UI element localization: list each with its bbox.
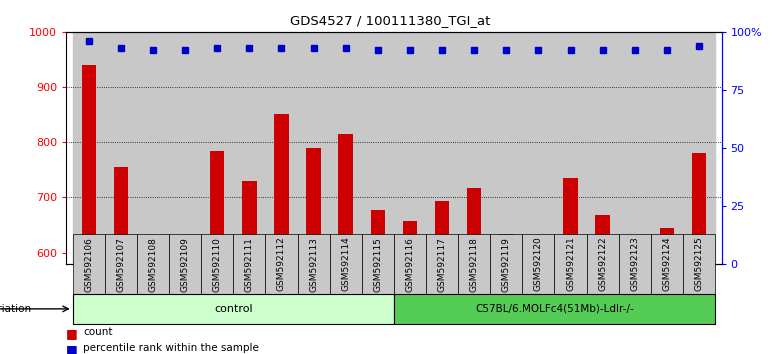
- Bar: [651, 32, 683, 264]
- Text: GSM592106: GSM592106: [84, 236, 94, 292]
- Bar: [555, 234, 587, 294]
- Bar: [435, 201, 449, 264]
- Bar: [402, 221, 417, 264]
- Text: GSM592112: GSM592112: [277, 236, 286, 291]
- Bar: [330, 234, 362, 294]
- Bar: [587, 32, 619, 264]
- Bar: [619, 32, 651, 264]
- Bar: [531, 239, 546, 264]
- Text: ■: ■: [66, 343, 78, 354]
- Bar: [467, 188, 481, 264]
- Bar: [233, 234, 265, 294]
- Bar: [169, 234, 201, 294]
- Bar: [499, 234, 513, 264]
- Bar: [105, 234, 137, 294]
- Bar: [563, 178, 578, 264]
- Bar: [491, 32, 523, 264]
- Bar: [137, 234, 169, 294]
- Text: GSM592117: GSM592117: [438, 236, 447, 292]
- Bar: [105, 32, 137, 264]
- Bar: [201, 32, 233, 264]
- Text: count: count: [83, 327, 113, 337]
- Text: GSM592125: GSM592125: [694, 236, 704, 291]
- Bar: [394, 234, 426, 294]
- Bar: [265, 234, 297, 294]
- Bar: [73, 294, 394, 324]
- Text: GSM592110: GSM592110: [213, 236, 222, 292]
- Text: GSM592109: GSM592109: [181, 236, 190, 292]
- Bar: [587, 234, 619, 294]
- Bar: [523, 32, 555, 264]
- Bar: [651, 234, 683, 294]
- Bar: [595, 215, 610, 264]
- Text: GSM592123: GSM592123: [630, 236, 640, 291]
- Bar: [458, 32, 491, 264]
- Bar: [330, 32, 362, 264]
- Bar: [362, 234, 394, 294]
- Text: GSM592114: GSM592114: [341, 236, 350, 291]
- Bar: [394, 294, 715, 324]
- Text: percentile rank within the sample: percentile rank within the sample: [83, 343, 259, 353]
- Text: GSM592107: GSM592107: [116, 236, 126, 292]
- Text: GSM592108: GSM592108: [148, 236, 158, 292]
- Bar: [73, 32, 105, 264]
- Text: GSM592113: GSM592113: [309, 236, 318, 292]
- Bar: [297, 234, 330, 294]
- Bar: [555, 32, 587, 264]
- Bar: [275, 114, 289, 264]
- Bar: [523, 234, 555, 294]
- Bar: [265, 32, 297, 264]
- Bar: [491, 234, 523, 294]
- Text: GSM592116: GSM592116: [406, 236, 414, 292]
- Text: GSM592122: GSM592122: [598, 236, 607, 291]
- Text: GSM592119: GSM592119: [502, 236, 511, 292]
- Bar: [307, 148, 321, 264]
- Bar: [114, 167, 128, 264]
- Bar: [362, 32, 394, 264]
- Bar: [297, 32, 330, 264]
- Bar: [683, 234, 715, 294]
- Bar: [178, 249, 193, 264]
- Bar: [370, 210, 385, 264]
- Bar: [426, 32, 458, 264]
- Bar: [82, 65, 96, 264]
- Bar: [683, 32, 715, 264]
- Bar: [619, 234, 651, 294]
- Text: GSM592121: GSM592121: [566, 236, 575, 291]
- Bar: [210, 150, 225, 264]
- Text: GDS4527 / 100111380_TGI_at: GDS4527 / 100111380_TGI_at: [290, 14, 490, 27]
- Bar: [339, 134, 353, 264]
- Bar: [242, 181, 257, 264]
- Bar: [73, 234, 105, 294]
- Text: genotype/variation: genotype/variation: [0, 304, 31, 314]
- Bar: [692, 153, 706, 264]
- Text: GSM592120: GSM592120: [534, 236, 543, 291]
- Text: GSM592111: GSM592111: [245, 236, 254, 292]
- Text: control: control: [214, 304, 253, 314]
- Bar: [426, 234, 458, 294]
- Bar: [660, 228, 674, 264]
- Text: GSM592118: GSM592118: [470, 236, 479, 292]
- Bar: [201, 234, 233, 294]
- Bar: [628, 248, 642, 264]
- Bar: [458, 234, 491, 294]
- Bar: [146, 241, 160, 264]
- Text: GSM592124: GSM592124: [662, 236, 672, 291]
- Bar: [233, 32, 265, 264]
- Text: GSM592115: GSM592115: [374, 236, 382, 292]
- Bar: [169, 32, 201, 264]
- Bar: [394, 32, 426, 264]
- Bar: [137, 32, 169, 264]
- Text: C57BL/6.MOLFc4(51Mb)-Ldlr-/-: C57BL/6.MOLFc4(51Mb)-Ldlr-/-: [475, 304, 634, 314]
- Text: ■: ■: [66, 327, 78, 341]
